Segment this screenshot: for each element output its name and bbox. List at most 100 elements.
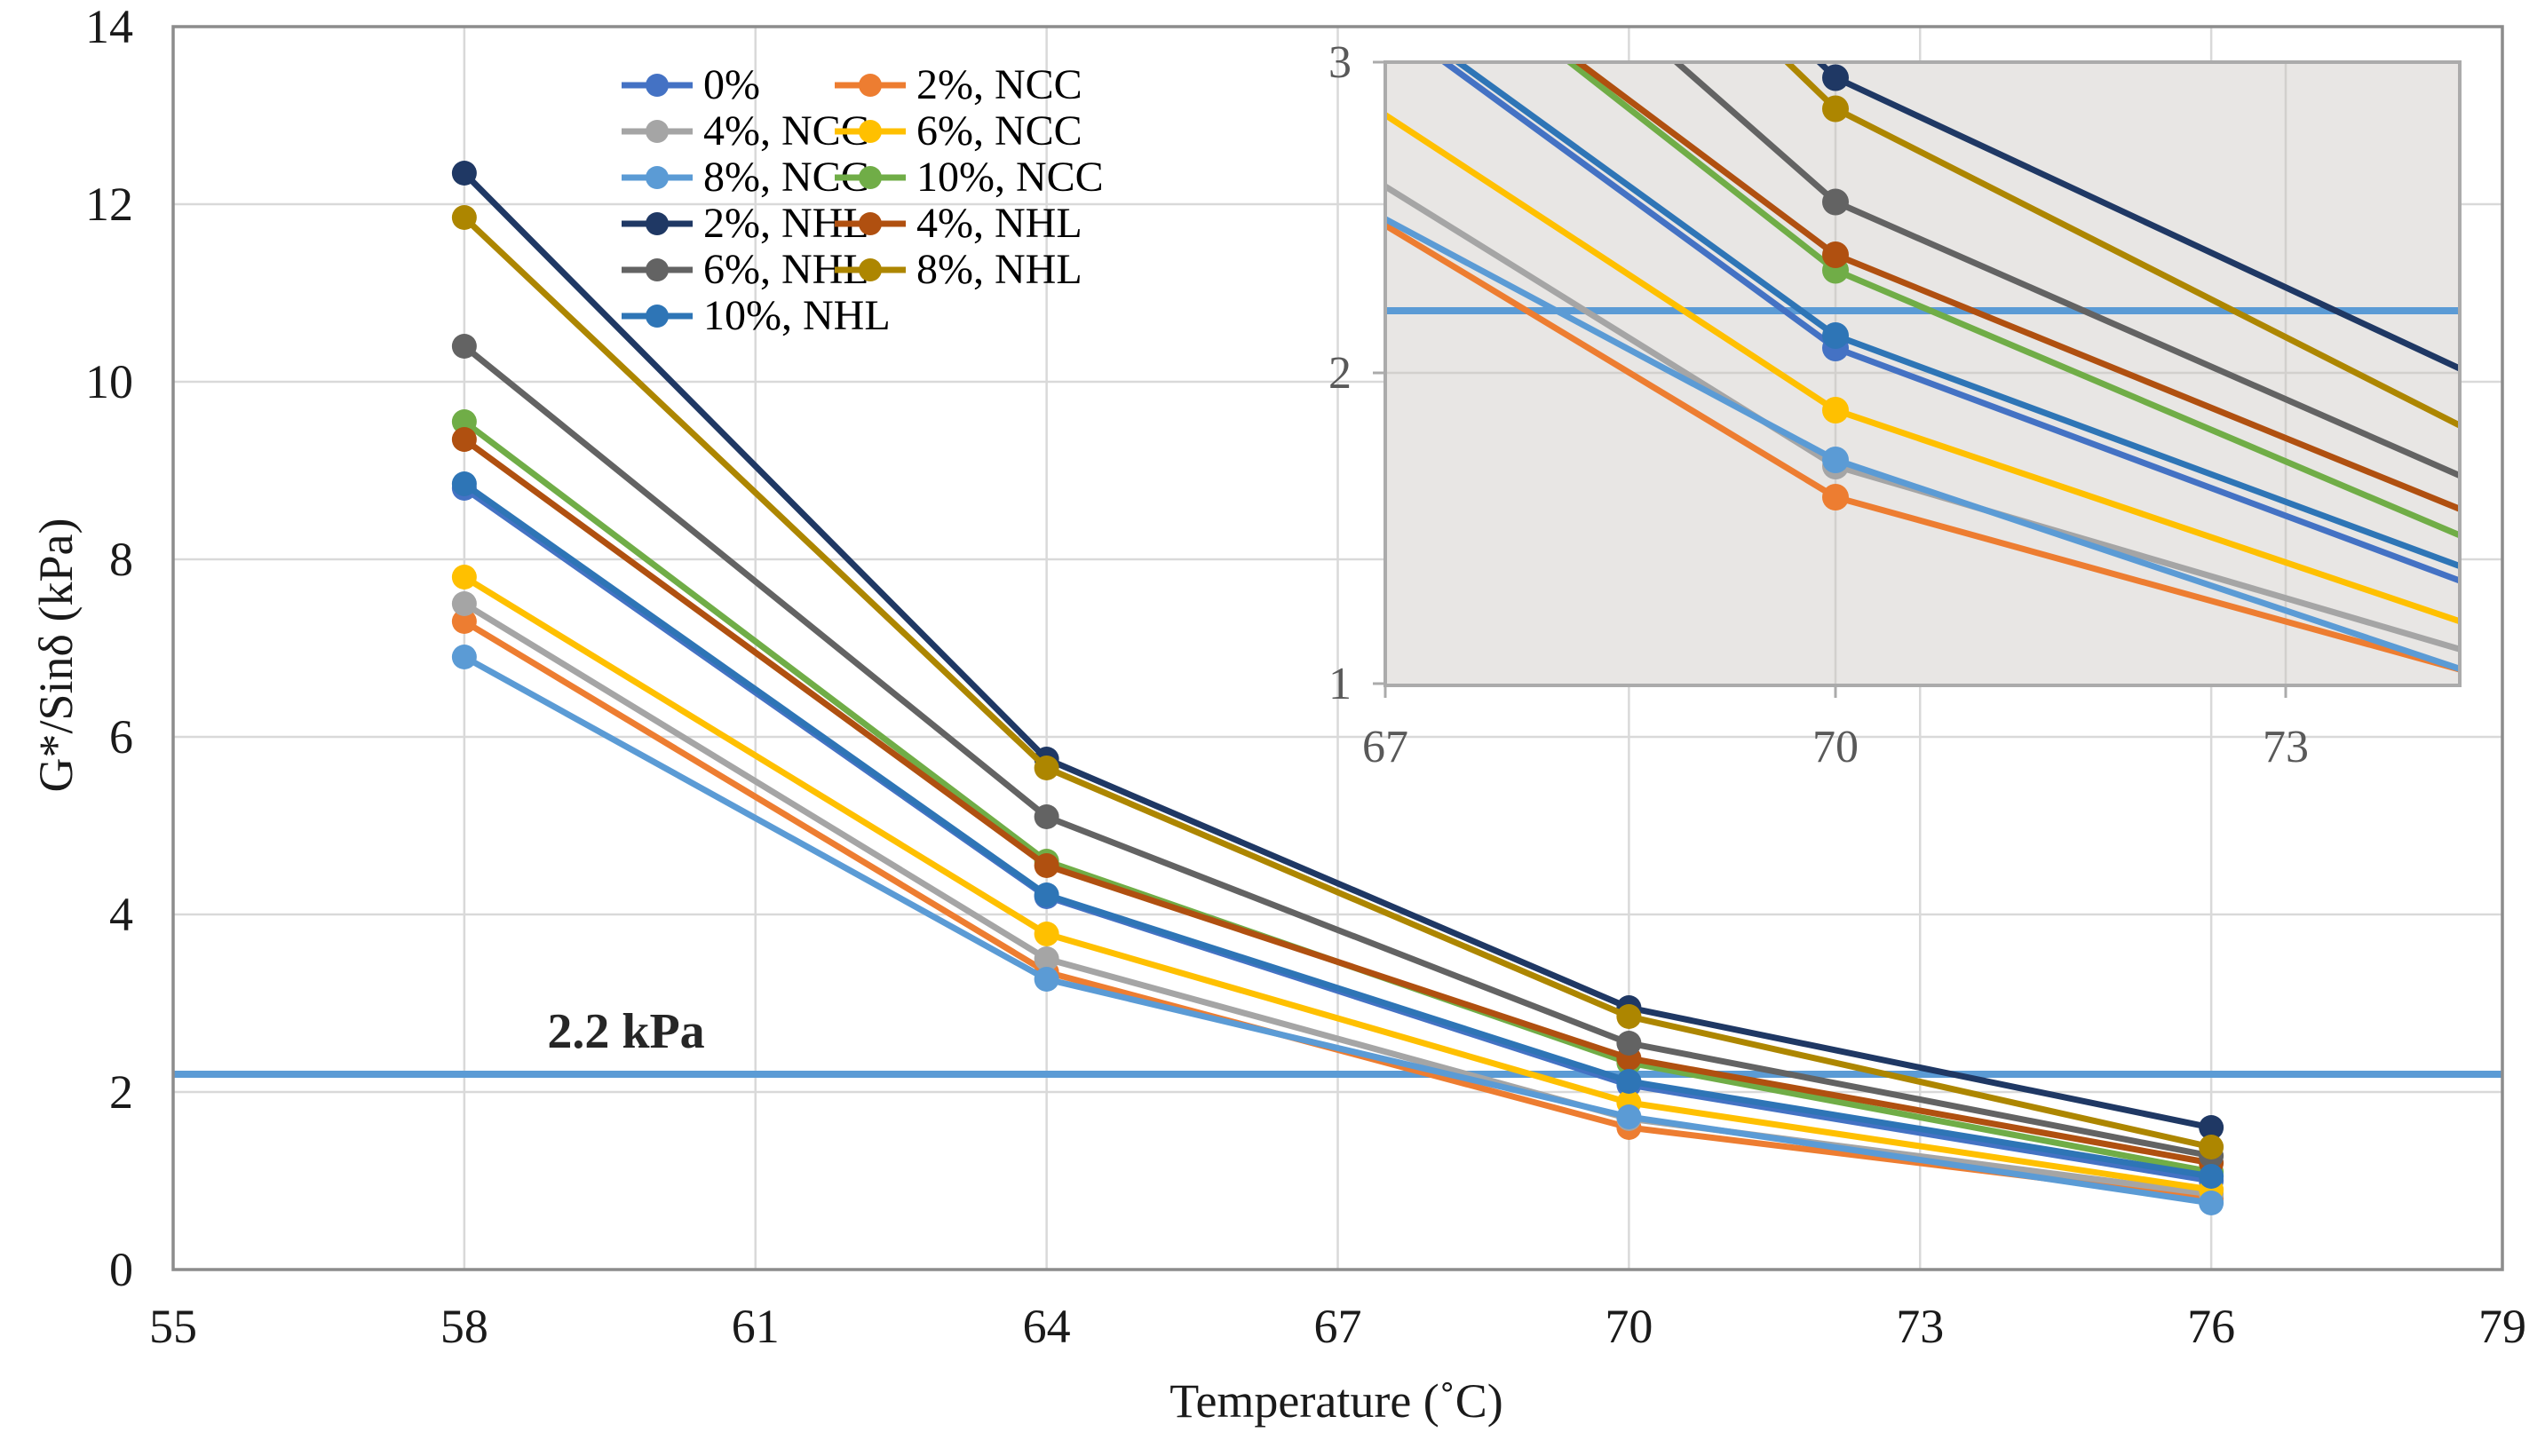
x-tick-label: 70 (1605, 1300, 1653, 1353)
inset-data-point-marker (1822, 447, 1849, 473)
legend-marker-icon (622, 212, 693, 235)
inset-y-tick-label: 2 (1328, 348, 1352, 399)
series-line-4%, NCC (463, 601, 2212, 1198)
data-point-marker (1034, 882, 1059, 907)
inset-data-point-marker (1822, 95, 1849, 123)
x-axis-title: Temperature (˚C) (1169, 1374, 1503, 1428)
legend-marker-icon (835, 166, 906, 189)
legend-item: 8%, NCC (622, 156, 869, 199)
inset-x-tick-label: 73 (2263, 722, 2309, 772)
legend-marker-icon (835, 120, 906, 143)
data-point-marker (1034, 804, 1059, 829)
data-point-marker (1616, 1031, 1642, 1056)
data-point-marker (2199, 1115, 2224, 1140)
inset-y-tick-label: 1 (1328, 659, 1352, 709)
legend-marker-icon (622, 305, 693, 328)
legend-label: 2%, NCC (916, 61, 1082, 108)
plot-border (171, 25, 2504, 1271)
inset-data-point-marker (1822, 241, 1849, 268)
y-tick-label: 10 (85, 355, 133, 408)
y-tick-label: 0 (109, 1243, 133, 1296)
legend-marker-icon (835, 74, 906, 97)
data-point-marker (2199, 1164, 2224, 1189)
legend-marker-icon (622, 74, 693, 97)
legend-marker-icon (622, 258, 693, 281)
legend-item: 8%, NHL (835, 249, 1082, 291)
data-point-marker (451, 334, 477, 359)
y-tick-label: 14 (85, 0, 133, 53)
inset-x-tick-label: 67 (1362, 722, 1408, 772)
legend-label: 10%, NCC (916, 154, 1104, 201)
data-point-marker (1616, 1104, 1642, 1129)
data-point-marker (1034, 756, 1059, 780)
legend-item: 4%, NCC (622, 110, 869, 153)
legend-marker-icon (622, 120, 693, 143)
data-point-marker (1034, 853, 1059, 878)
inset-data-point-marker (1822, 484, 1849, 510)
data-point-marker (451, 471, 477, 496)
y-tick-label: 8 (109, 533, 133, 586)
inset-x-tick-label: 70 (1812, 722, 1859, 772)
legend-item: 2%, NHL (622, 202, 869, 245)
data-point-marker (451, 161, 477, 186)
series-line-10%, NHL (462, 481, 2212, 1180)
data-point-marker (1034, 946, 1059, 971)
inset-data-point-marker (1822, 64, 1849, 91)
y-tick-label: 2 (109, 1065, 133, 1119)
legend-item: 6%, NCC (835, 110, 1082, 153)
reference-line-label: 2.2 kPa (547, 1004, 705, 1059)
legend-item: 6%, NHL (622, 249, 869, 291)
inset-data-point-marker (1822, 188, 1849, 216)
x-tick-label: 61 (732, 1300, 780, 1353)
data-point-marker (451, 645, 477, 669)
legend-item: 2%, NCC (835, 64, 1082, 107)
inset-data-point-marker (1822, 322, 1849, 349)
y-tick-label: 6 (109, 710, 133, 764)
data-point-marker (2199, 1191, 2224, 1215)
legend-label: 6%, NCC (916, 107, 1082, 154)
x-tick-label: 64 (1023, 1300, 1071, 1353)
x-tick-label: 79 (2478, 1300, 2526, 1353)
series-line-2%, NHL (462, 170, 2212, 1131)
legend-marker-icon (835, 212, 906, 235)
inset-zoom-panel (1373, 60, 2462, 698)
x-tick-label: 76 (2187, 1300, 2235, 1353)
legend-label: 4%, NHL (916, 200, 1082, 247)
x-tick-label: 67 (1314, 1300, 1362, 1353)
x-tick-label: 55 (149, 1300, 197, 1353)
data-point-marker (1616, 1004, 1642, 1029)
data-point-marker (1616, 1069, 1642, 1094)
data-point-marker (451, 427, 477, 452)
legend-label: 10%, NHL (703, 292, 891, 339)
data-point-marker (2199, 1135, 2224, 1159)
series-line-4%, NHL (462, 437, 2212, 1167)
series-line-8%, NHL (462, 215, 2212, 1151)
inset-data-point-marker (1822, 397, 1849, 423)
legend-marker-icon (835, 258, 906, 281)
data-point-marker (451, 205, 477, 230)
data-point-marker (451, 409, 477, 434)
y-tick-label: 4 (109, 888, 133, 941)
series-line-6%, NCC (463, 574, 2212, 1193)
legend-item: 0% (622, 64, 760, 107)
legend-label: 8%, NHL (916, 246, 1082, 293)
data-point-marker (451, 565, 477, 590)
x-tick-label: 58 (440, 1300, 488, 1353)
legend-label: 0% (703, 61, 760, 108)
x-tick-label: 73 (1896, 1300, 1944, 1353)
legend-item: 10%, NCC (835, 156, 1104, 199)
y-tick-label: 12 (85, 178, 133, 231)
data-point-marker (1034, 922, 1059, 946)
legend-marker-icon (622, 166, 693, 189)
legend-item: 10%, NHL (622, 295, 891, 337)
series-line-6%, NHL (462, 344, 2212, 1159)
y-axis-title: G*/Sinδ (kPa) (29, 518, 83, 793)
data-point-marker (451, 609, 477, 634)
data-point-marker (1034, 967, 1059, 992)
inset-y-tick-label: 3 (1328, 37, 1352, 88)
data-point-marker (451, 591, 477, 616)
legend-item: 4%, NHL (835, 202, 1082, 245)
series-line-8%, NCC (463, 653, 2212, 1207)
